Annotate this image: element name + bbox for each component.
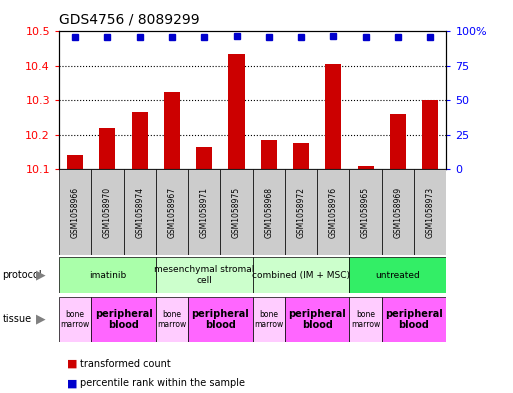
Text: bone
marrow: bone marrow xyxy=(61,310,90,329)
Text: ▶: ▶ xyxy=(36,313,46,326)
Bar xyxy=(414,169,446,255)
Text: GSM1058975: GSM1058975 xyxy=(232,187,241,238)
Bar xyxy=(349,297,382,342)
Bar xyxy=(59,297,91,342)
Text: bone
marrow: bone marrow xyxy=(157,310,187,329)
Bar xyxy=(382,169,414,255)
Bar xyxy=(91,169,124,255)
Bar xyxy=(59,257,156,293)
Text: GSM1058965: GSM1058965 xyxy=(361,187,370,238)
Bar xyxy=(100,128,115,169)
Text: protocol: protocol xyxy=(3,270,42,280)
Bar xyxy=(293,143,309,169)
Text: ■: ■ xyxy=(67,378,77,388)
Bar xyxy=(390,114,406,169)
Bar xyxy=(228,54,245,169)
Bar xyxy=(164,92,180,169)
Text: GSM1058970: GSM1058970 xyxy=(103,187,112,238)
Bar xyxy=(285,169,317,255)
Bar xyxy=(221,169,252,255)
Text: transformed count: transformed count xyxy=(80,358,170,369)
Text: tissue: tissue xyxy=(3,314,32,324)
Text: peripheral
blood: peripheral blood xyxy=(385,309,443,330)
Text: GSM1058969: GSM1058969 xyxy=(393,187,402,238)
Text: mesenchymal stromal
cell: mesenchymal stromal cell xyxy=(154,265,254,285)
Text: percentile rank within the sample: percentile rank within the sample xyxy=(80,378,245,388)
Text: GSM1058968: GSM1058968 xyxy=(264,187,273,238)
Text: bone
marrow: bone marrow xyxy=(254,310,283,329)
Bar xyxy=(132,112,148,169)
Bar xyxy=(188,169,221,255)
Bar xyxy=(124,169,156,255)
Text: peripheral
blood: peripheral blood xyxy=(288,309,346,330)
Text: combined (IM + MSC): combined (IM + MSC) xyxy=(252,271,350,279)
Text: GSM1058967: GSM1058967 xyxy=(167,187,176,238)
Text: ■: ■ xyxy=(67,358,77,369)
Text: GSM1058971: GSM1058971 xyxy=(200,187,209,238)
Bar xyxy=(317,169,349,255)
Bar xyxy=(349,169,382,255)
Bar xyxy=(252,257,349,293)
Bar xyxy=(196,147,212,169)
Text: bone
marrow: bone marrow xyxy=(351,310,380,329)
Bar xyxy=(156,297,188,342)
Text: GSM1058972: GSM1058972 xyxy=(297,187,306,238)
Text: untreated: untreated xyxy=(376,271,420,279)
Bar xyxy=(188,297,252,342)
Text: GSM1058976: GSM1058976 xyxy=(329,187,338,238)
Text: GDS4756 / 8089299: GDS4756 / 8089299 xyxy=(59,12,200,26)
Text: peripheral
blood: peripheral blood xyxy=(95,309,152,330)
Text: GSM1058973: GSM1058973 xyxy=(426,187,435,238)
Bar xyxy=(59,169,91,255)
Bar xyxy=(261,140,277,169)
Bar xyxy=(156,257,252,293)
Bar xyxy=(358,165,373,169)
Bar xyxy=(252,297,285,342)
Bar xyxy=(156,169,188,255)
Bar xyxy=(325,64,342,169)
Bar xyxy=(91,297,156,342)
Bar xyxy=(349,257,446,293)
Text: peripheral
blood: peripheral blood xyxy=(191,309,249,330)
Bar xyxy=(252,169,285,255)
Bar xyxy=(285,297,349,342)
Text: GSM1058974: GSM1058974 xyxy=(135,187,144,238)
Text: GSM1058966: GSM1058966 xyxy=(71,187,80,238)
Text: imatinib: imatinib xyxy=(89,271,126,279)
Bar xyxy=(382,297,446,342)
Text: ▶: ▶ xyxy=(36,268,46,282)
Bar xyxy=(422,100,438,169)
Bar xyxy=(67,155,83,169)
